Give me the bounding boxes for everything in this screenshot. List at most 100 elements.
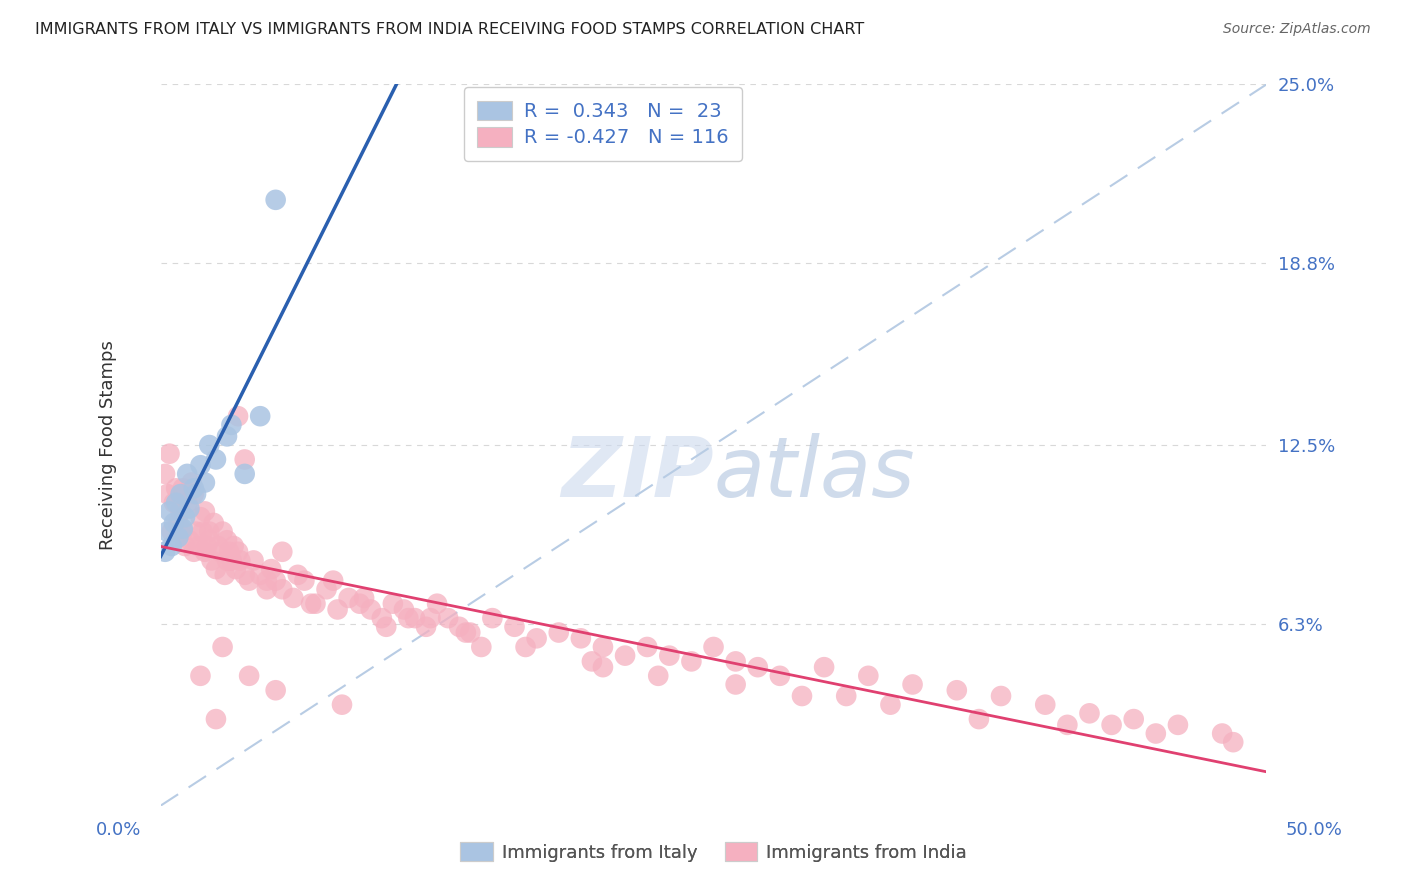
Point [191,524,214,539]
Point [205,562,228,576]
Point [470,640,492,654]
Point [163,496,186,510]
Text: ZIP: ZIP [561,434,713,515]
Point [592,640,614,654]
Point [396,611,419,625]
Point [242,553,264,567]
Point [194,504,217,518]
Text: 50.0%: 50.0% [1286,821,1343,838]
Point [264,683,287,698]
Point [315,582,337,597]
Point [184,487,207,501]
Point [283,591,305,605]
Point [180,475,202,490]
Point [179,533,201,548]
Point [515,640,537,654]
Point [222,539,245,553]
Point [681,654,703,668]
Point [233,567,256,582]
Point [190,669,212,683]
Point [1033,698,1056,712]
Point [858,669,880,683]
Point [221,553,243,567]
Point [179,501,201,516]
Point [569,632,592,646]
Point [190,458,212,473]
Point [226,409,249,424]
Point [353,591,375,605]
Point [256,574,278,588]
Point [790,689,813,703]
Text: IMMIGRANTS FROM ITALY VS IMMIGRANTS FROM INDIA RECEIVING FOOD STAMPS CORRELATION: IMMIGRANTS FROM ITALY VS IMMIGRANTS FROM… [35,22,865,37]
Point [233,467,256,481]
Point [449,620,471,634]
Point [198,524,221,539]
Point [163,516,186,530]
Text: 0.0%: 0.0% [96,821,141,838]
Point [1056,718,1078,732]
Point [299,597,322,611]
Point [990,689,1012,703]
Point [437,611,460,625]
Point [256,582,278,597]
Point [156,524,179,539]
Point [458,625,481,640]
Point [174,539,197,553]
Point [724,677,747,691]
Point [271,582,294,597]
Point [264,574,287,588]
Point [207,539,229,553]
Point [209,545,232,559]
Point [160,524,183,539]
Point [381,597,404,611]
Point [159,504,181,518]
Point [747,660,769,674]
Point [454,625,477,640]
Point [215,533,238,548]
Point [194,545,217,559]
Point [330,698,353,712]
Point [1222,735,1244,749]
Point [1144,726,1167,740]
Point [226,545,249,559]
Point [547,625,569,640]
Point [614,648,637,663]
Point [271,545,294,559]
Point [176,467,198,481]
Point [215,553,238,567]
Point [190,510,212,524]
Point [159,447,181,461]
Point [229,553,252,567]
Point [187,539,209,553]
Point [1101,718,1123,732]
Point [481,611,503,625]
Point [221,553,243,567]
Point [205,712,228,726]
Point [183,481,205,495]
Point [337,591,360,605]
Point [304,597,326,611]
Point [404,611,426,625]
Point [724,654,747,668]
Point [879,698,901,712]
Point [503,620,526,634]
Point [160,539,183,553]
Point [211,640,233,654]
Point [218,545,240,559]
Point [198,533,221,548]
Point [375,620,398,634]
Point [426,597,449,611]
Point [647,669,669,683]
Point [183,487,205,501]
Legend: Immigrants from Italy, Immigrants from India: Immigrants from Italy, Immigrants from I… [453,835,974,869]
Point [287,567,309,582]
Point [264,193,287,207]
Point [156,487,179,501]
Point [211,524,233,539]
Point [1122,712,1144,726]
Point [658,648,681,663]
Point [205,452,228,467]
Point [174,510,197,524]
Point [221,417,243,432]
Point [183,545,205,559]
